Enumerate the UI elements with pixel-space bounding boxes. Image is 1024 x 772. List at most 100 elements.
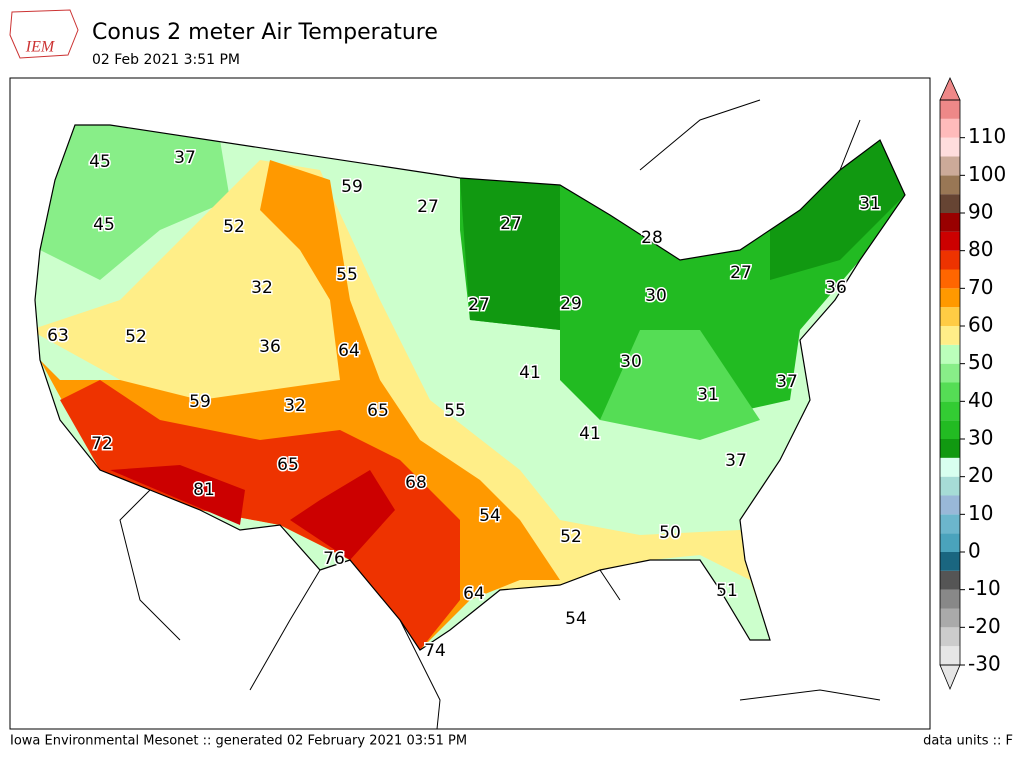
- station-label: 54: [479, 506, 501, 526]
- field-region: [460, 140, 905, 420]
- colorbar-band: [940, 589, 960, 609]
- station-label: 36: [825, 278, 847, 298]
- field-region: [40, 125, 230, 280]
- logo-text: IEM: [25, 39, 56, 56]
- station-label: 37: [725, 451, 747, 471]
- colorbar-band: [940, 439, 960, 458]
- colorbar-band: [940, 608, 960, 628]
- station-labels: 45 37 59 27 27 31 45 52 28 27 55 32 36 30 27 29 63 52 36 64…: [46, 147, 883, 663]
- colorbar-band: [940, 420, 960, 439]
- station-label: 63: [47, 326, 69, 346]
- colorbar-tick-label: -20: [968, 614, 1001, 638]
- colorbar-band: [940, 250, 960, 270]
- colorbar-band: [940, 495, 960, 515]
- station-label: 65: [277, 455, 299, 475]
- colorbar-tick-label: 100: [968, 162, 1006, 186]
- colorbar-tick-label: 30: [968, 426, 993, 450]
- colorbar-tick-label: 40: [968, 388, 993, 412]
- logo: IEM: [9, 9, 79, 59]
- colorbar-tick-label: 50: [968, 350, 993, 374]
- station-label: 37: [174, 148, 196, 168]
- colorbar-band: [940, 382, 960, 402]
- station-label: 45: [93, 215, 115, 235]
- colorbar-extend-bottom: [939, 664, 961, 691]
- colorbar: -30 -20 -10 0 10 20 30 40 50 60 70 80 90 100 110: [939, 77, 1006, 691]
- footer-left: Iowa Environmental Mesonet :: generated …: [10, 734, 467, 749]
- colorbar-band: [940, 476, 960, 496]
- station-label: 59: [189, 392, 211, 412]
- field-region: [110, 465, 245, 525]
- station-label: 31: [697, 385, 719, 405]
- colorbar-tick-label: 90: [968, 200, 993, 224]
- colorbar-band: [940, 401, 960, 421]
- colorbar-tick-label: 10: [968, 501, 993, 525]
- field-region: [290, 470, 395, 560]
- station-label: 45: [89, 152, 111, 172]
- colorbar-band: [940, 231, 960, 251]
- station-label: 54: [565, 609, 587, 629]
- station-label: 27: [468, 295, 490, 315]
- station-label: 74: [424, 641, 446, 661]
- colorbar-band: [940, 627, 960, 647]
- colorbar-tick-label: 80: [968, 237, 993, 261]
- station-label: 65: [367, 401, 389, 421]
- station-label: 76: [323, 549, 345, 569]
- colorbar-band: [940, 646, 960, 665]
- station-label: 27: [730, 263, 752, 283]
- field-region: [35, 160, 770, 640]
- colorbar-band: [940, 118, 960, 138]
- colorbar-tick-label: 60: [968, 313, 993, 337]
- field-region: [60, 380, 460, 650]
- colorbar-band: [940, 552, 960, 571]
- station-label: 64: [338, 341, 360, 361]
- colorbar-band: [940, 326, 960, 345]
- colorbar-band: [940, 570, 960, 590]
- colorbar-tick-label: 70: [968, 275, 993, 299]
- field-region: [770, 140, 905, 280]
- station-label: 64: [463, 584, 485, 604]
- colorbar-band: [940, 137, 960, 157]
- colorbar-band: [940, 156, 960, 176]
- station-label: 32: [251, 278, 273, 298]
- colorbar-band: [940, 514, 960, 534]
- colorbar-band: [940, 175, 960, 195]
- field-region: [460, 178, 560, 330]
- colorbar-tick-label: -30: [968, 652, 1001, 676]
- colorbar-band: [940, 457, 960, 477]
- colorbar-band: [940, 100, 960, 119]
- colorbar-band: [940, 307, 960, 326]
- subtitle: 02 Feb 2021 3:51 PM: [92, 52, 240, 68]
- logo-outline: [9, 9, 79, 59]
- coastline: [119, 489, 621, 730]
- station-label: 59: [341, 177, 363, 197]
- station-label: 81: [193, 480, 215, 500]
- colorbar-band: [940, 344, 960, 364]
- station-label: 30: [620, 352, 642, 372]
- colorbar-band: [940, 213, 960, 232]
- colorbar-tick-label: 20: [968, 463, 993, 487]
- colorbar-tick-label: 0: [968, 539, 981, 563]
- colorbar-tick-label: 110: [968, 124, 1006, 148]
- station-label: 52: [125, 327, 147, 347]
- station-label: 41: [579, 424, 601, 444]
- colorbar-extend-top: [939, 77, 961, 101]
- title: Conus 2 meter Air Temperature: [92, 20, 438, 45]
- station-label: 72: [91, 434, 113, 454]
- station-label: 68: [405, 473, 427, 493]
- station-label: 31: [859, 194, 881, 214]
- station-label: 55: [336, 265, 358, 285]
- footer-right: data units :: F: [923, 734, 1013, 749]
- station-label: 52: [560, 527, 582, 547]
- colorbar-frame: [939, 99, 961, 666]
- station-label: 29: [560, 294, 582, 314]
- station-label: 32: [284, 396, 306, 416]
- station-label: 27: [500, 214, 522, 234]
- station-label: 41: [519, 363, 541, 383]
- colorbar-band: [940, 533, 960, 552]
- station-label: 50: [659, 523, 681, 543]
- station-label: 52: [223, 217, 245, 237]
- station-label: 55: [444, 401, 466, 421]
- station-label: 28: [641, 228, 663, 248]
- colorbar-tick-label: -10: [968, 576, 1001, 600]
